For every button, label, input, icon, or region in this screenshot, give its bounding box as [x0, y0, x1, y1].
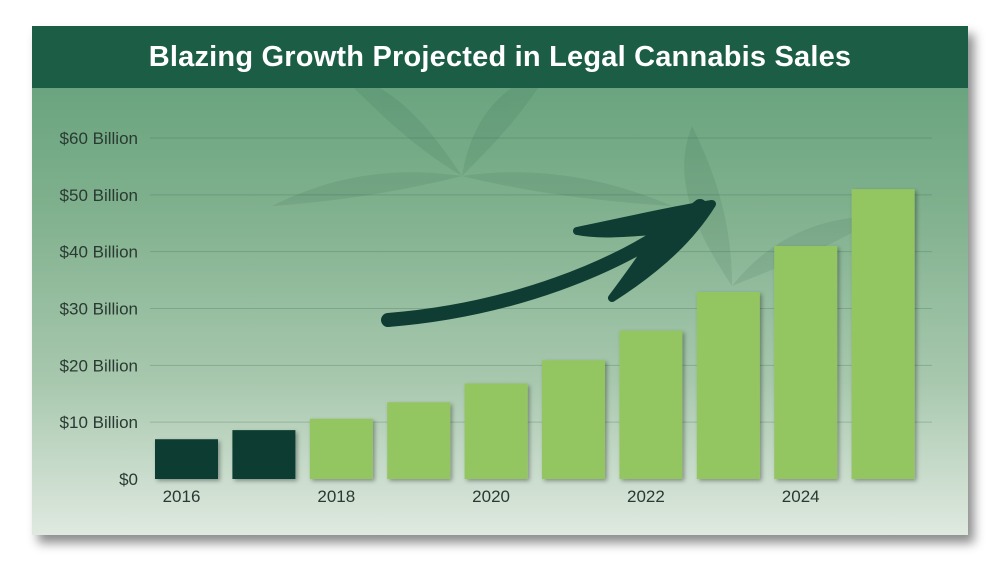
x-tick-label: 2024 — [782, 487, 820, 506]
y-axis-tick-labels: $0 $10 Billion $20 Billion $30 Billion $40 B… — [60, 129, 138, 489]
y-tick-label: $50 Billion — [60, 186, 138, 205]
y-tick-label: $0 — [119, 470, 138, 489]
bar-2017 — [232, 430, 296, 479]
chart-canvas: $0 $10 Billion $20 Billion $30 Billion $40 B… — [60, 66, 932, 506]
trend-arrowhead — [573, 200, 716, 302]
x-tick-label: 2022 — [627, 487, 665, 506]
bar-2016 — [155, 439, 218, 479]
x-axis-tick-labels: 2016 2018 2020 2022 2024 — [163, 487, 820, 506]
bar-2019 — [387, 402, 451, 479]
y-tick-label: $30 Billion — [60, 300, 138, 319]
title-bar: Blazing Growth Projected in Legal Cannab… — [32, 26, 968, 88]
chart-title: Blazing Growth Projected in Legal Cannab… — [148, 40, 852, 73]
x-tick-label: 2016 — [163, 487, 201, 506]
y-tick-label: $20 Billion — [60, 356, 138, 375]
bar-2020 — [464, 383, 528, 479]
y-tick-label: $10 Billion — [60, 413, 138, 432]
y-tick-label: $60 Billion — [60, 129, 138, 148]
chart-card: $0 $10 Billion $20 Billion $30 Billion $40 B… — [32, 26, 968, 535]
x-tick-label: 2020 — [472, 487, 510, 506]
bar-2022 — [619, 330, 683, 479]
bar-2024 — [774, 245, 838, 479]
bar-series — [155, 189, 915, 479]
bar-2023 — [696, 292, 760, 479]
bar-2018 — [309, 418, 373, 479]
bar-2021 — [542, 360, 605, 479]
bar-2025 — [851, 189, 915, 479]
y-tick-label: $40 Billion — [60, 243, 138, 262]
x-tick-label: 2018 — [317, 487, 355, 506]
